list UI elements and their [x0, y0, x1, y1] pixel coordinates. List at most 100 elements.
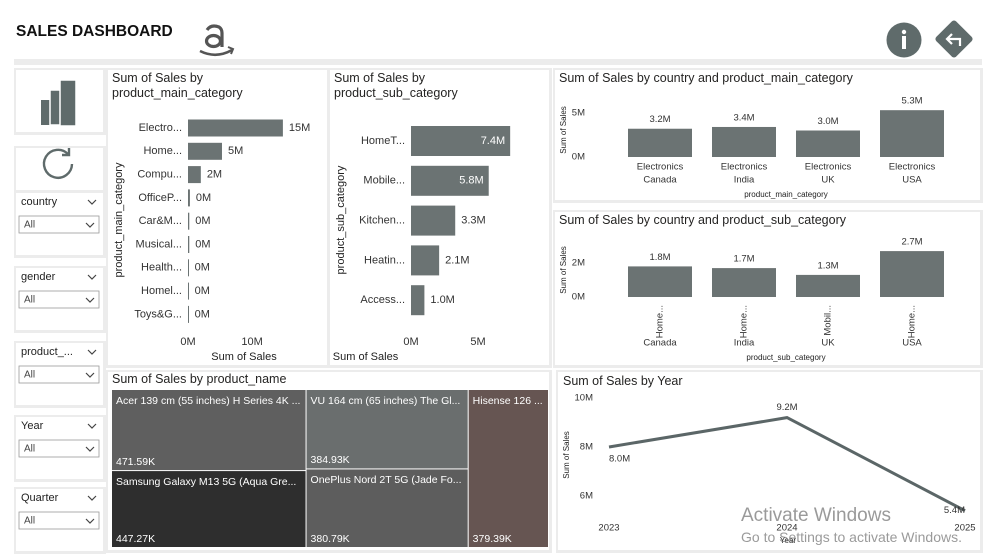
- chart-title: Sum of Sales by product_main_category: [112, 71, 243, 100]
- value-label: 0M: [196, 192, 211, 204]
- filter-dropdown[interactable]: [18, 290, 100, 309]
- x-tick-label: 2023: [598, 523, 619, 534]
- x-axis-title: Sum of Sales: [333, 351, 399, 363]
- filter-label: Year: [21, 420, 44, 432]
- value-label: 1.8M: [649, 252, 670, 263]
- bar: [188, 259, 189, 277]
- subcategory-label: Home...: [907, 305, 918, 338]
- subcategory-label: Electronics: [889, 162, 936, 173]
- bar: [188, 142, 222, 160]
- value-label: 2.1M: [445, 254, 469, 266]
- chart-title: Sum of Sales by country and product_sub_…: [559, 213, 846, 227]
- value-label: 7.4M: [481, 135, 505, 147]
- bar: [188, 305, 189, 323]
- bar: [188, 236, 190, 253]
- value-label: 0M: [195, 238, 210, 250]
- treemap-tile: [306, 469, 468, 547]
- value-label: 5.3M: [901, 96, 922, 107]
- filter-dropdown[interactable]: [18, 511, 100, 530]
- y-tick-label: 5M: [572, 107, 585, 118]
- category-label: Kitchen...: [359, 215, 405, 227]
- y-axis-title: Sum of Sales: [562, 431, 571, 479]
- treemap-tile: [468, 390, 548, 547]
- dropdown-arrow: [85, 372, 95, 378]
- category-label: Access...: [360, 294, 405, 306]
- category-label: UK: [821, 338, 835, 349]
- category-label: Canada: [643, 338, 677, 349]
- category-label: OfficeP...: [138, 192, 182, 204]
- back-button[interactable]: [934, 19, 974, 59]
- dropdown-arrow: [85, 297, 95, 303]
- filter-value: All: [24, 370, 35, 381]
- x-axis-title: Year: [780, 536, 797, 545]
- category-label: India: [734, 175, 755, 186]
- value-label: 8.0M: [609, 454, 630, 465]
- filter-collapse: [87, 199, 97, 205]
- filter-collapse: [87, 423, 97, 429]
- value-label: 3.4M: [733, 112, 754, 123]
- dropdown-arrow: [85, 222, 95, 228]
- subcategory-label: Home...: [739, 305, 750, 338]
- bar: [188, 119, 283, 137]
- category-label: Toys&G...: [134, 308, 182, 320]
- panel: [16, 148, 103, 190]
- tile-name: OnePlus Nord 2T 5G (Jade Fo...: [311, 474, 462, 486]
- value-label: 3.2M: [649, 114, 670, 125]
- filter-label: product_...: [21, 346, 73, 358]
- bar: [880, 110, 944, 157]
- subcategory-label: Electronics: [805, 162, 852, 173]
- bar: [188, 189, 190, 207]
- tile-name: VU 164 cm (65 inches) The Gl...: [311, 395, 461, 407]
- category-label: Heatin...: [364, 254, 405, 266]
- value-label: 0M: [195, 308, 210, 320]
- filter-value: All: [24, 516, 35, 527]
- header-shadow: [14, 59, 982, 65]
- category-label: Musical...: [136, 238, 182, 250]
- refresh-icon[interactable]: [42, 148, 74, 179]
- bar: [188, 212, 190, 230]
- value-label: 1.0M: [430, 294, 454, 306]
- bar: [712, 268, 776, 297]
- x-tick-label: 2024: [776, 523, 797, 534]
- bar: [411, 165, 489, 196]
- y-tick-label: 10M: [575, 393, 594, 404]
- filter-dropdown[interactable]: [18, 215, 100, 234]
- bar: [188, 282, 189, 300]
- subcategory-label: Electronics: [637, 162, 684, 173]
- x-axis-title: product_main_category: [744, 190, 828, 199]
- chart-title: Sum of Sales by product_name: [112, 372, 287, 386]
- filter-dropdown[interactable]: [18, 439, 100, 458]
- filter-value: All: [24, 295, 35, 306]
- dropdown-arrow: [85, 518, 95, 524]
- filter-value: All: [24, 444, 35, 455]
- bar: [796, 274, 860, 297]
- value-label: 3.0M: [817, 116, 838, 127]
- tile-value: 379.39K: [473, 533, 512, 545]
- treemap-tile: [112, 471, 306, 547]
- bar: [628, 128, 692, 157]
- y-tick-label: 0M: [572, 292, 585, 303]
- bar: [796, 130, 860, 157]
- subcategory-label: Electronics: [721, 162, 768, 173]
- category-label: Home...: [143, 145, 182, 157]
- category-label: Canada: [643, 175, 677, 186]
- x-axis-title: product_sub_category: [746, 353, 825, 362]
- tile-value: 471.59K: [116, 456, 155, 468]
- x-tick-label: 0M: [403, 336, 418, 348]
- x-tick-label: 0M: [180, 336, 195, 348]
- info-button[interactable]: [886, 22, 922, 58]
- bookmark-icon[interactable]: [16, 70, 103, 132]
- bar: [411, 205, 456, 236]
- y-axis-title: product_main_category: [113, 162, 125, 277]
- filter-dropdown[interactable]: [18, 365, 100, 384]
- watermark-text: Go to Settings to activate Windows.: [741, 529, 962, 545]
- category-label: Car&M...: [139, 215, 182, 227]
- bar: [188, 166, 201, 184]
- bar: [411, 245, 440, 276]
- amazon-logo: [199, 24, 235, 57]
- bar: [712, 126, 776, 157]
- subcategory-label: Mobil...: [823, 305, 834, 336]
- chart-title: Sum of Sales by Year: [563, 374, 683, 388]
- watermark-title: Activate Windows: [741, 505, 891, 526]
